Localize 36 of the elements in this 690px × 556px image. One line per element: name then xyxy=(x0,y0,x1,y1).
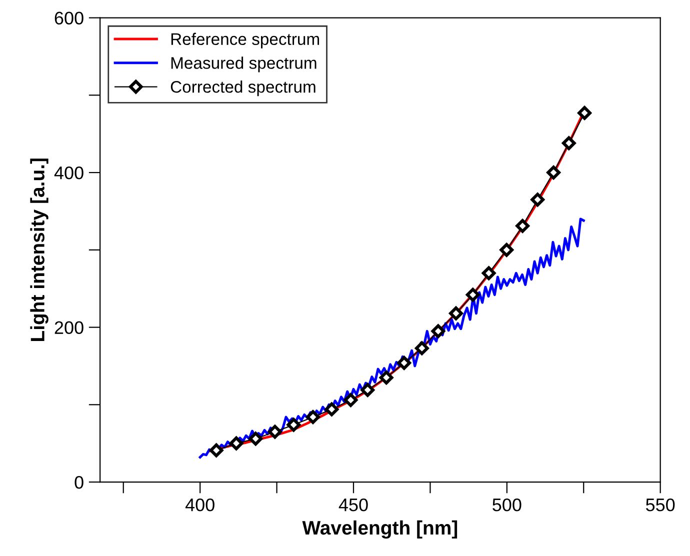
y-tick-label: 400 xyxy=(54,166,84,180)
y-tick-label: 0 xyxy=(74,476,84,489)
x-tick-label: 500 xyxy=(492,498,522,512)
point xyxy=(500,242,514,257)
point xyxy=(229,436,244,450)
point xyxy=(431,324,446,338)
point xyxy=(360,383,375,397)
y-axis-title: Light intensity [a.u.] xyxy=(30,158,48,341)
x-tick-label: 550 xyxy=(646,498,675,512)
legend-label: Corrected spectrum xyxy=(170,80,316,96)
point xyxy=(562,136,576,150)
point xyxy=(516,219,530,233)
x-tick-label: 400 xyxy=(185,498,214,512)
point xyxy=(268,424,282,439)
y-tick-label: 200 xyxy=(54,321,84,334)
point xyxy=(306,410,320,424)
line-series xyxy=(198,218,585,459)
point xyxy=(209,443,224,458)
point xyxy=(286,418,301,432)
point xyxy=(546,166,560,180)
y-tick-label: 600 xyxy=(54,12,84,25)
point xyxy=(466,288,480,302)
point xyxy=(482,266,496,280)
point xyxy=(449,306,463,320)
x-axis-title: Wavelength [nm] xyxy=(302,520,458,539)
point xyxy=(414,341,429,356)
point xyxy=(379,370,394,385)
legend-label: Reference spectrum xyxy=(171,32,320,48)
point xyxy=(248,432,263,446)
point xyxy=(324,402,339,416)
legend-label: Measured spectrum xyxy=(171,56,316,72)
x-tick-label: 450 xyxy=(338,498,368,512)
point xyxy=(344,393,358,407)
point xyxy=(530,192,545,207)
point xyxy=(578,106,592,120)
point xyxy=(397,356,412,370)
